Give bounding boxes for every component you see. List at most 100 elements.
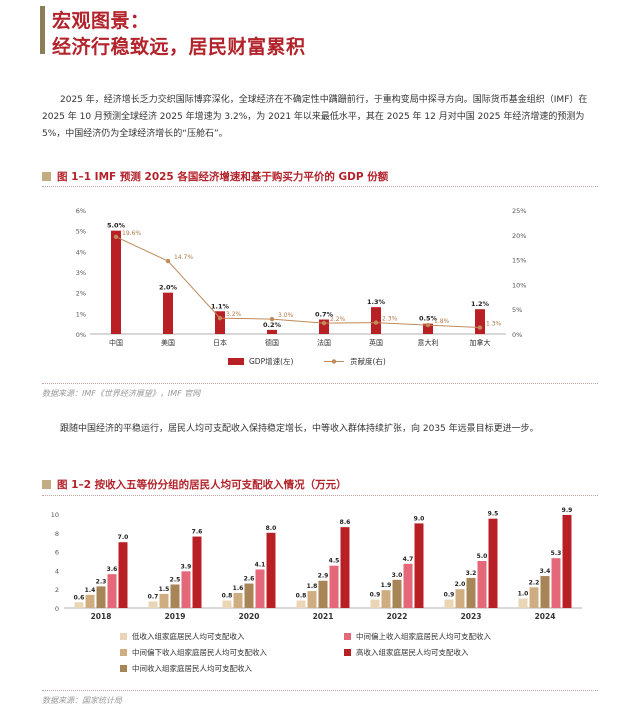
income-bar xyxy=(148,601,158,608)
gdp-bar-label: 2.0% xyxy=(159,284,178,292)
contribution-point xyxy=(113,234,119,239)
income-bar-label: 7.6 xyxy=(192,529,203,536)
contribution-point xyxy=(269,316,275,322)
y-tick-label: 6 xyxy=(55,549,59,557)
x-tick-label: 2018 xyxy=(91,612,112,621)
income-bar-label: 2.5 xyxy=(170,577,181,584)
income-bar xyxy=(562,514,572,608)
gdp-bar-法国 xyxy=(319,319,329,334)
legend-label: 中间偏下收入组家庭居民人均可支配收入 xyxy=(132,647,267,657)
income-bar xyxy=(159,593,169,608)
income-bar xyxy=(181,571,191,608)
income-bar-label: 2.9 xyxy=(318,573,329,580)
income-bar xyxy=(488,518,498,608)
gdp-bar-加拿大 xyxy=(475,309,485,334)
figure1-divider-bottom xyxy=(42,383,598,384)
gdp-bar-label: 0.2% xyxy=(263,321,282,329)
income-bar xyxy=(455,589,465,608)
income-bar-label: 3.6 xyxy=(107,566,118,573)
gdp-bar-label: 1.3% xyxy=(367,298,386,306)
income-bar-label: 1.6 xyxy=(233,585,244,592)
x-tick-label: 加拿大 xyxy=(470,338,491,347)
income-bar xyxy=(192,536,202,608)
contribution-label: 19.6% xyxy=(122,230,141,237)
income-bar xyxy=(466,577,476,608)
gdp-bar-美国 xyxy=(163,292,173,334)
y-left-tick-label: 3% xyxy=(76,269,86,277)
income-bar xyxy=(96,586,106,608)
legend-label: 低收入组家庭居民人均可支配收入 xyxy=(132,631,245,641)
income-bar xyxy=(85,594,95,608)
figure2-divider-top xyxy=(42,495,598,496)
x-tick-label: 美国 xyxy=(161,338,175,347)
x-tick-label: 英国 xyxy=(369,338,383,347)
income-bar-label: 7.0 xyxy=(118,534,129,541)
income-bar-label: 3.0 xyxy=(392,572,403,579)
x-tick-label: 2021 xyxy=(313,612,334,621)
income-bar-label: 0.8 xyxy=(296,592,307,599)
legend-swatch xyxy=(120,665,127,672)
contribution-point xyxy=(321,320,327,326)
contribution-point xyxy=(477,325,483,330)
gdp-bar-label: 0.5% xyxy=(419,315,438,323)
gdp-bar-label: 5.0% xyxy=(107,222,126,230)
legend-swatch xyxy=(344,649,351,656)
income-bar-label: 0.8 xyxy=(222,592,233,599)
income-bar xyxy=(296,600,306,608)
gdp-growth-chart: 0% 1% 2% 3% 4% 5% 6% 0% 5% 10% 15% 20% 25% 5.0% 中国 2.0%… xyxy=(76,207,527,366)
income-bar-label: 2.3 xyxy=(96,578,107,585)
income-bar xyxy=(477,561,487,608)
income-bar-label: 0.6 xyxy=(74,594,85,601)
income-bar-label: 3.2 xyxy=(466,570,477,577)
legend-gdp-swatch xyxy=(228,358,244,365)
income-bar-label: 8.6 xyxy=(340,519,351,526)
income-bar xyxy=(255,569,265,608)
gdp-bar-日本 xyxy=(215,311,225,334)
income-bar xyxy=(403,563,413,608)
x-tick-label: 德国 xyxy=(265,338,279,347)
income-bar xyxy=(529,587,539,608)
contribution-label: 3.2% xyxy=(226,311,242,318)
y-right-tick-label: 15% xyxy=(512,257,526,265)
income-bar xyxy=(340,527,350,608)
x-tick-label: 意大利 xyxy=(418,338,439,347)
y-tick-label: 8 xyxy=(55,530,59,538)
y-tick-label: 0 xyxy=(55,605,59,613)
income-bar xyxy=(107,574,117,608)
legend-gdp-label: GDP增速(左) xyxy=(249,356,294,366)
page-title-line2: 经济行稳致远，居民财富累积 xyxy=(52,36,306,58)
y-left-tick-label: 5% xyxy=(76,228,86,236)
contribution-label: 1.3% xyxy=(486,321,502,328)
income-bar-label: 1.5 xyxy=(159,586,170,593)
figure2-heading: 图 1–2 按收入五等份分组的居民人均可支配收入情况（万元） xyxy=(42,477,347,492)
y-tick-label: 2 xyxy=(55,586,59,594)
gdp-bar-意大利 xyxy=(423,323,433,334)
y-left-tick-label: 1% xyxy=(76,310,86,318)
contribution-point xyxy=(165,258,171,264)
x-tick-label: 2024 xyxy=(535,612,556,621)
income-bar xyxy=(414,523,424,608)
contribution-label: 14.7% xyxy=(174,254,193,261)
income-bar-label: 1.9 xyxy=(381,582,392,589)
legend-contribution-label: 贡献度(右) xyxy=(350,356,386,366)
income-bar xyxy=(74,602,84,608)
figure1-heading-text: 图 1–1 IMF 预测 2025 各国经济增速和基于购买力平价的 GDP 份额 xyxy=(57,171,389,183)
y-left-tick-label: 4% xyxy=(76,248,86,256)
income-bar-label: 0.9 xyxy=(444,592,455,599)
y-left-tick-label: 6% xyxy=(76,207,86,215)
income-bar-label: 1.4 xyxy=(85,587,96,594)
income-bar xyxy=(266,532,276,608)
x-tick-label: 中国 xyxy=(109,338,123,347)
y-left-tick-label: 2% xyxy=(76,290,86,298)
income-bar xyxy=(318,580,328,608)
contribution-line xyxy=(115,236,481,329)
x-tick-label: 2023 xyxy=(461,612,482,621)
income-bar-label: 1.8 xyxy=(307,583,318,590)
income-bar xyxy=(170,584,180,608)
x-tick-label: 日本 xyxy=(213,338,227,347)
income-bar-label: 2.0 xyxy=(455,581,466,588)
y-right-tick-label: 0% xyxy=(512,331,522,339)
income-quintile-chart: 0 2 4 6 8 10 0.61.42.33.6 7.0 2018 0.71.52.53.9 7.… xyxy=(51,507,582,673)
y-right-tick-label: 10% xyxy=(512,281,526,289)
y-left-tick-label: 0% xyxy=(76,331,86,339)
